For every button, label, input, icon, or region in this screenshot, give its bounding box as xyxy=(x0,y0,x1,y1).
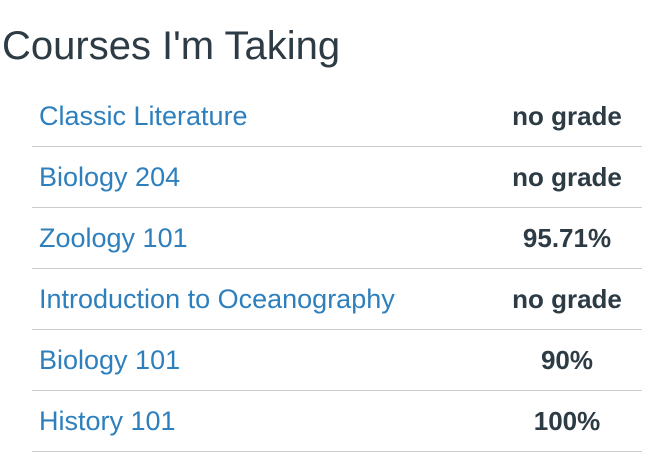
course-name-cell: Biology 204 xyxy=(32,146,462,208)
course-name-cell: Classic Literature xyxy=(32,86,462,147)
course-link[interactable]: Biology 204 xyxy=(39,161,181,192)
course-grade: 90% xyxy=(462,329,642,391)
table-row: Zoology 101 95.71% xyxy=(32,207,642,269)
course-link[interactable]: Zoology 101 xyxy=(39,222,188,253)
course-link[interactable]: Biology 101 xyxy=(39,344,181,375)
course-grade: no grade xyxy=(462,268,642,330)
course-grade: no grade xyxy=(462,86,642,147)
table-row: Classic Literature no grade xyxy=(32,86,642,147)
course-name-cell: Zoology 101 xyxy=(32,207,462,269)
course-grade: 100% xyxy=(462,390,642,452)
table-row: Introduction to Oceanography no grade xyxy=(32,268,642,330)
table-row: Biology 204 no grade xyxy=(32,146,642,208)
course-link[interactable]: History 101 xyxy=(39,405,176,436)
course-name-cell: Biology 101 xyxy=(32,329,462,391)
course-name-cell: History 101 xyxy=(32,390,462,452)
course-grade: no grade xyxy=(462,146,642,208)
courses-grades-table: Classic Literature no grade Biology 204 … xyxy=(32,86,642,452)
course-name-cell: Introduction to Oceanography xyxy=(32,268,462,330)
page-title: Courses I'm Taking xyxy=(2,24,341,68)
course-link[interactable]: Introduction to Oceanography xyxy=(39,283,395,314)
course-link[interactable]: Classic Literature xyxy=(39,100,248,131)
course-grade: 95.71% xyxy=(462,207,642,269)
table-row: History 101 100% xyxy=(32,390,642,452)
table-row: Biology 101 90% xyxy=(32,329,642,391)
